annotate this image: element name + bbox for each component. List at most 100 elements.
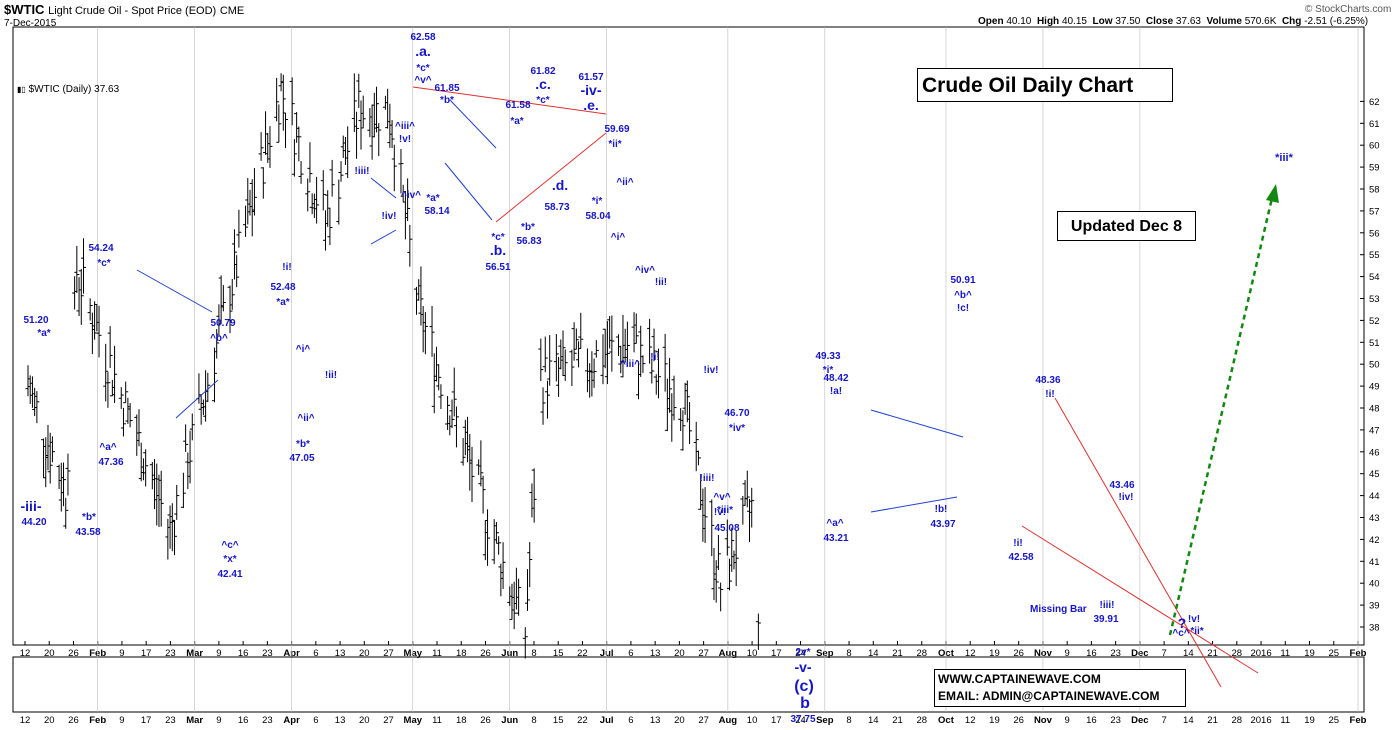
ohlc-bar <box>127 403 133 428</box>
ohlc-bar <box>391 144 397 192</box>
y-tick-label: 61 <box>1369 119 1380 130</box>
ohlc-bar <box>667 357 673 413</box>
wave-label: ^ii^ <box>616 177 633 188</box>
x-tick-label-lower: May <box>404 715 423 726</box>
ohlc-bar <box>547 335 553 386</box>
wave-label: !v! <box>1188 614 1200 625</box>
y-tick-label: 58 <box>1369 185 1380 196</box>
wave-label: *ii* <box>608 139 621 150</box>
ohlc-bar <box>655 348 661 399</box>
missing-bar-label: Missing Bar <box>1030 604 1087 615</box>
x-tick-label: 13 <box>335 648 346 659</box>
website-text: WWW.CAPTAINEWAVE.COM <box>938 672 1101 686</box>
x-tick-label: 25 <box>1328 648 1339 659</box>
wave-label: !iv! <box>382 211 397 222</box>
wave-label: !a! <box>830 386 842 397</box>
ohlc-bar <box>571 322 577 361</box>
flag-upper-line <box>370 177 397 199</box>
ohlc-bar <box>560 330 566 376</box>
x-tick-label: 26 <box>480 648 491 659</box>
x-tick-label: 9 <box>216 648 221 659</box>
y-tick-label: 51 <box>1369 338 1380 349</box>
x-tick-label: 13 <box>650 648 661 659</box>
x-tick-label-lower: 20 <box>674 715 685 726</box>
forecast-arrow-line <box>1168 197 1274 636</box>
wave-label: ^i^ <box>611 232 626 243</box>
ohlc-bar <box>469 446 475 503</box>
x-tick-label: 2016 <box>1250 648 1271 659</box>
copyright: © StockCharts.com <box>1305 4 1392 15</box>
x-tick-label: 10 <box>747 648 758 659</box>
ohlc-bar <box>174 484 180 520</box>
x-tick-label: 16 <box>1086 648 1097 659</box>
ohlc-bar <box>298 161 304 184</box>
ohlc-bar <box>296 126 302 162</box>
wave-label: -iii- <box>21 498 42 514</box>
x-tick-label: 28 <box>1232 648 1243 659</box>
wave-label: 48.36 <box>1035 375 1060 386</box>
legend-text: $WTIC (Daily) 37.63 <box>28 84 120 95</box>
x-tick-label: 19 <box>1304 648 1315 659</box>
ohlc-bar <box>640 355 646 373</box>
x-tick-label-lower: 24 <box>795 715 806 726</box>
x-tick-label-lower: 16 <box>1086 715 1097 726</box>
x-tick-label-lower: 6 <box>628 715 633 726</box>
wave-label: !i! <box>650 352 659 363</box>
ohlc-bar <box>180 472 186 509</box>
triangle-top-line <box>412 86 607 115</box>
wave-label: (c) <box>794 678 814 695</box>
wave-label: !iii! <box>355 166 370 177</box>
wave-label: 44.20 <box>21 517 46 528</box>
x-tick-label: 6 <box>628 648 633 659</box>
ohlc-bar <box>542 336 548 373</box>
wave-label: -iv- <box>581 82 602 98</box>
wave-label: 47.36 <box>98 457 123 468</box>
x-tick-label: 8 <box>846 648 851 659</box>
wave-label: !i! <box>1013 538 1022 549</box>
wave-label: *b* <box>521 222 535 233</box>
x-tick-label-lower: 21 <box>892 715 903 726</box>
x-tick-label-lower: 17 <box>771 715 782 726</box>
ohlc-bar <box>687 402 693 445</box>
x-tick-label-lower: 22 <box>577 715 588 726</box>
x-tick-label-lower: 9 <box>216 715 221 726</box>
x-tick-label: Nov <box>1034 648 1053 659</box>
wave-label: !iv! <box>1119 492 1134 503</box>
wave-label: ^a^ <box>826 518 843 529</box>
x-tick-label-lower: Feb <box>1350 715 1367 726</box>
channel-lower-line <box>1021 525 1259 674</box>
x-tick-label-lower: 27 <box>698 715 709 726</box>
ohlc-bar <box>220 285 226 312</box>
x-tick-label: 16 <box>238 648 249 659</box>
ohlc-bar <box>755 613 761 650</box>
wave-label: 61.57 <box>578 72 603 83</box>
y-tick-label: 53 <box>1369 294 1380 305</box>
wave-label: 56.51 <box>485 262 510 273</box>
x-tick-label: 26 <box>68 648 79 659</box>
x-tick-label-lower: Dec <box>1131 715 1148 726</box>
wave-label: 49.33 <box>815 351 840 362</box>
wave-label: 61.82 <box>530 66 555 77</box>
pennant-upper-line <box>870 409 964 438</box>
x-tick-label-lower: 23 <box>165 715 176 726</box>
updated-box: Updated Dec 8 <box>1057 211 1196 241</box>
close-value: 37.63 <box>1175 16 1201 27</box>
ohlc-bar <box>718 582 724 612</box>
x-tick-label-lower: 27 <box>383 715 394 726</box>
volume-value: 570.6K <box>1244 16 1277 27</box>
ohlc-bar <box>374 86 380 133</box>
ohlc-bar <box>405 178 411 222</box>
x-tick-label: 18 <box>456 648 467 659</box>
y-tick-label: 48 <box>1369 404 1380 415</box>
wave-label: ^iii^ <box>620 359 640 370</box>
ohlc-bar <box>183 424 189 452</box>
ohlc-bar <box>305 178 311 212</box>
ohlc-bar <box>360 95 366 128</box>
wedge-upper-line <box>136 269 213 313</box>
x-tick-label: 6 <box>313 648 318 659</box>
wave-label: 43.21 <box>823 533 848 544</box>
x-tick-label: 20 <box>359 648 370 659</box>
x-tick-label-lower: 10 <box>747 715 758 726</box>
ohlc-bar <box>525 569 530 611</box>
ohlc-bar <box>65 453 71 496</box>
